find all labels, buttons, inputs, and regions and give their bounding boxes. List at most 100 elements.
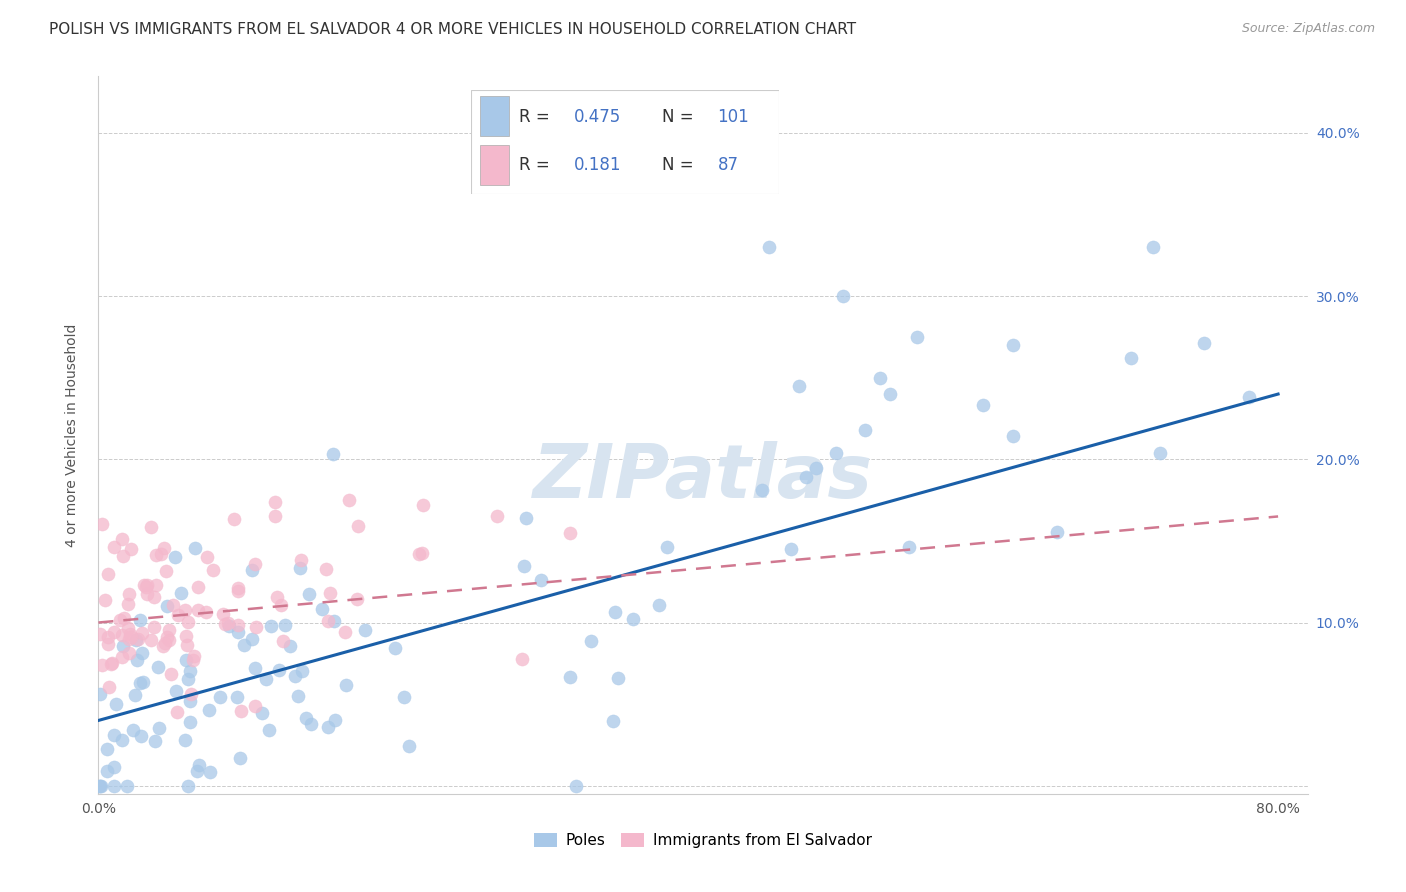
Point: [231, 704, 253, 718]
Point: [145, 578, 167, 592]
Point: [180, 687, 202, 701]
Point: [758, 240, 780, 254]
Point: [325, 713, 347, 727]
Point: [1046, 524, 1069, 539]
Point: [155, 599, 177, 613]
Point: [621, 611, 644, 625]
Point: [150, 547, 173, 561]
Point: [177, 615, 200, 629]
Point: [603, 605, 626, 619]
Point: [564, 779, 586, 793]
Point: [353, 624, 375, 638]
Point: [245, 661, 267, 675]
Point: [111, 732, 134, 747]
Point: [271, 634, 294, 648]
Point: [1001, 338, 1024, 352]
Point: [183, 649, 205, 664]
Point: [412, 498, 434, 512]
Point: [394, 690, 416, 704]
Point: [240, 632, 263, 646]
Point: [485, 509, 508, 524]
Point: [398, 739, 420, 753]
Point: [208, 690, 231, 704]
Point: [794, 470, 817, 484]
Text: ZIPatlas: ZIPatlas: [533, 442, 873, 515]
Point: [139, 633, 162, 648]
Point: [751, 483, 773, 497]
Point: [250, 706, 273, 721]
Point: [177, 672, 200, 686]
Point: [131, 625, 153, 640]
Point: [194, 605, 217, 619]
Point: [87, 779, 110, 793]
Point: [295, 711, 318, 725]
Point: [283, 669, 305, 683]
Point: [170, 586, 193, 600]
Point: [269, 663, 291, 677]
Point: [243, 698, 266, 713]
Point: [226, 690, 249, 704]
Point: [270, 599, 292, 613]
Point: [100, 657, 122, 671]
Point: [110, 649, 132, 664]
Point: [135, 587, 157, 601]
Text: Source: ZipAtlas.com: Source: ZipAtlas.com: [1241, 22, 1375, 36]
Point: [198, 764, 221, 779]
Point: [125, 633, 148, 648]
Point: [124, 689, 146, 703]
Point: [179, 664, 201, 678]
Point: [322, 614, 344, 628]
Point: [266, 590, 288, 604]
Point: [648, 598, 671, 612]
Point: [143, 734, 166, 748]
Point: [322, 447, 344, 461]
Point: [226, 624, 249, 639]
Point: [111, 532, 134, 546]
Point: [832, 289, 855, 303]
Point: [142, 591, 165, 605]
Point: [118, 632, 141, 646]
Point: [159, 667, 181, 681]
Point: [195, 550, 218, 565]
Point: [139, 520, 162, 534]
Point: [260, 619, 283, 633]
Point: [226, 581, 249, 595]
Point: [176, 638, 198, 652]
Point: [337, 493, 360, 508]
Point: [579, 634, 602, 648]
Point: [1119, 351, 1142, 366]
Point: [129, 676, 152, 690]
Point: [111, 628, 134, 642]
Point: [787, 379, 810, 393]
Point: [131, 646, 153, 660]
Point: [155, 564, 177, 578]
Point: [1142, 240, 1164, 254]
Point: [224, 512, 246, 526]
Point: [560, 670, 582, 684]
Point: [153, 636, 176, 650]
Point: [118, 627, 141, 641]
Point: [166, 705, 188, 719]
Point: [115, 779, 138, 793]
Point: [127, 632, 149, 646]
Point: [212, 607, 235, 622]
Point: [117, 598, 139, 612]
Point: [184, 541, 207, 555]
Point: [135, 578, 157, 592]
Point: [780, 542, 803, 557]
Point: [229, 751, 252, 765]
Point: [226, 584, 249, 599]
Point: [156, 630, 179, 644]
Point: [152, 640, 174, 654]
Point: [100, 657, 122, 671]
Point: [89, 686, 111, 700]
Point: [335, 678, 357, 692]
Point: [112, 610, 135, 624]
Point: [655, 175, 678, 189]
Point: [217, 615, 239, 630]
Point: [174, 603, 197, 617]
Point: [273, 618, 295, 632]
Legend: Poles, Immigrants from El Salvador: Poles, Immigrants from El Salvador: [527, 827, 879, 855]
Point: [202, 563, 225, 577]
Point: [97, 630, 120, 644]
